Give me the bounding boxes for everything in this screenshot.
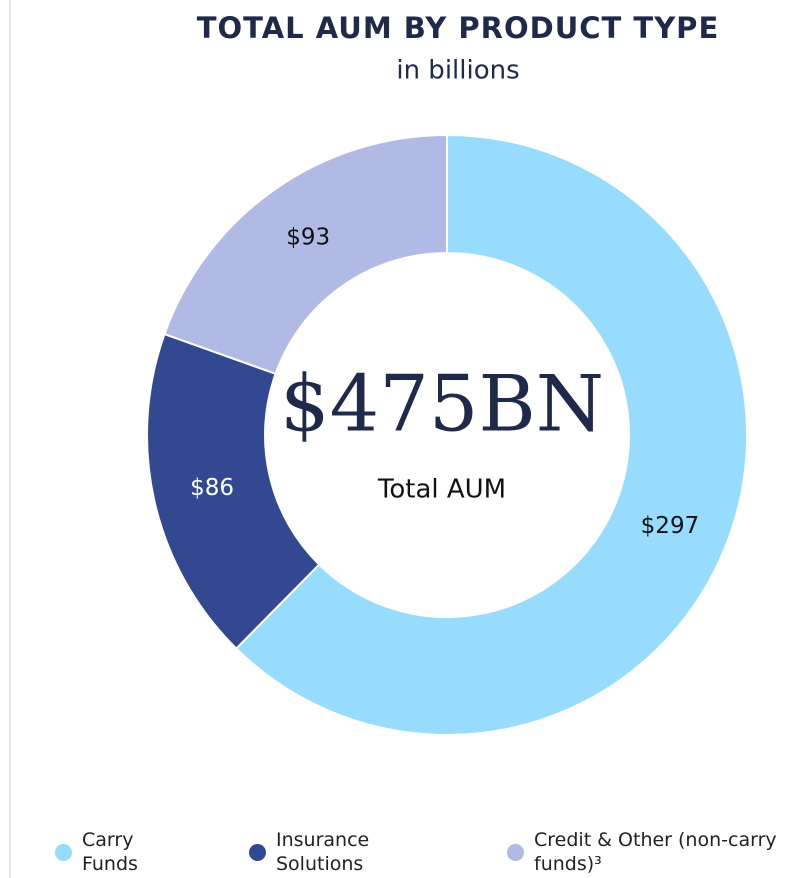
slices: $297 $86 $93 (146, 133, 748, 736)
legend-swatch (507, 844, 524, 861)
value-label: $86 (190, 475, 234, 501)
legend-label: Insurance Solutions (276, 829, 370, 875)
center-value: $475BN (280, 360, 604, 450)
center-label: Total AUM (377, 475, 506, 505)
chart-subtitle: in billions (396, 56, 519, 86)
slice (234, 133, 748, 736)
value-label: $93 (286, 224, 330, 250)
legend-label: Carry Funds (82, 829, 138, 875)
slice (146, 332, 321, 650)
legend-item: Carry Funds (55, 828, 145, 876)
slice (163, 133, 448, 376)
chart-title: TOTAL AUM BY PRODUCT TYPE (197, 11, 720, 45)
legend-swatch (249, 844, 266, 861)
legend-label: Credit & Other (non-carry funds)³ (534, 829, 777, 875)
legend-item: Credit & Other (non-carry funds)³ (507, 828, 777, 876)
value-label: $297 (641, 513, 700, 539)
legend-item: Insurance Solutions (249, 828, 369, 876)
legend-swatch (55, 844, 72, 861)
